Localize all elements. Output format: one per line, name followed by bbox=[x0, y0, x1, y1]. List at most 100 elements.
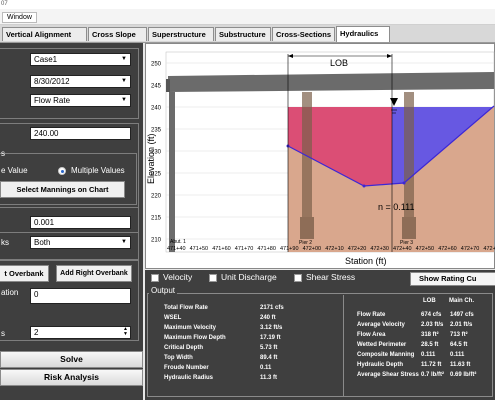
avg-velocity-label: Average Velocity bbox=[357, 322, 405, 328]
slope-group bbox=[0, 207, 139, 261]
x-tick-label: 472+60 bbox=[438, 246, 457, 252]
pier-2 bbox=[302, 92, 312, 217]
lob-arrowhead-right bbox=[387, 54, 392, 58]
output-divider bbox=[343, 295, 344, 397]
show-rating-curve-button[interactable]: Show Rating Cu bbox=[410, 272, 495, 286]
output-frame bbox=[147, 293, 493, 397]
composite-manning-label: Composite Manning bbox=[357, 352, 415, 358]
deck-left-end bbox=[166, 79, 170, 92]
abutment-post bbox=[169, 92, 175, 252]
stepper-arrows-icon[interactable]: ▲ ▼ bbox=[123, 326, 128, 337]
x-tick-label: 472+40 bbox=[393, 246, 412, 252]
pier2-label: Pier 2 bbox=[299, 240, 312, 246]
slope-input[interactable]: 0.001 bbox=[30, 216, 131, 229]
left-panel: Case1 ▼ 8/30/2012 ▼ Flow Rate ▼ 240.00 s e … bbox=[0, 43, 143, 400]
multiple-values-radio[interactable] bbox=[58, 167, 66, 175]
y-tick-label: 210 bbox=[151, 238, 162, 244]
flow-rate-label: Flow Rate bbox=[357, 312, 386, 318]
y-tick-label: 235 bbox=[151, 128, 162, 134]
tab-hydraulics[interactable]: Hydraulics bbox=[336, 26, 390, 42]
flow-area-label: Flow Area bbox=[357, 332, 386, 338]
wsel-label: WSEL bbox=[164, 315, 182, 321]
max-velocity-label: Maximum Velocity bbox=[164, 325, 217, 331]
hydraulic-radius-value: 11.3 ft bbox=[260, 375, 278, 381]
composite-manning-main: 0.111 bbox=[450, 352, 465, 358]
total-flow-label: Total Flow Rate bbox=[164, 305, 208, 311]
overbank-group bbox=[0, 259, 139, 341]
pier3-label: Pier 3 bbox=[400, 240, 413, 246]
hydraulic-chart[interactable]: LOB n = 0.111 Abut. 1 Pier 2 Pier 3 Elev… bbox=[145, 43, 495, 269]
banks-label: ks bbox=[1, 238, 9, 247]
avg-shear-lob: 0.7 lb/ft² bbox=[421, 372, 445, 378]
tab-bar: Vertical Alignment Cross Slope Superstru… bbox=[0, 25, 495, 43]
menu-window[interactable]: Window bbox=[2, 12, 37, 23]
count-label: s bbox=[1, 329, 5, 338]
wsel-value: 240 ft bbox=[260, 315, 276, 321]
banks-select-value: Both bbox=[34, 238, 51, 247]
x-tick-label: 472+70 bbox=[461, 246, 480, 252]
count-stepper[interactable]: 2 ▲ ▼ bbox=[30, 326, 131, 339]
x-tick-label: 472+50 bbox=[416, 246, 435, 252]
case-select[interactable]: Case1 ▼ bbox=[30, 53, 131, 66]
abutment-label: Abut. 1 bbox=[170, 239, 186, 245]
x-tick-label: 472+00 bbox=[303, 246, 322, 252]
flow-area-main: 713 ft² bbox=[450, 332, 468, 338]
x-tick-label: 472+10 bbox=[325, 246, 344, 252]
velocity-label[interactable]: Velocity bbox=[163, 272, 193, 282]
max-depth-value: 17.19 ft bbox=[260, 335, 281, 341]
add-left-overbank-button[interactable]: t Overbank bbox=[0, 265, 49, 282]
tab-vertical-alignment[interactable]: Vertical Alignment bbox=[2, 27, 87, 41]
multiple-values-label[interactable]: Multiple Values bbox=[71, 166, 125, 175]
lob-arrowhead-left bbox=[288, 54, 293, 58]
tab-superstructure[interactable]: Superstructure bbox=[148, 27, 214, 41]
case-select-value: Case1 bbox=[34, 55, 58, 64]
top-width-value: 89.4 ft bbox=[260, 355, 278, 361]
y-tick-label: 245 bbox=[151, 84, 162, 90]
unit-discharge-label[interactable]: Unit Discharge bbox=[221, 272, 277, 282]
banks-select[interactable]: Both ▼ bbox=[30, 236, 131, 249]
single-value-label[interactable]: e Value bbox=[1, 166, 28, 175]
type-select[interactable]: Flow Rate ▼ bbox=[30, 94, 131, 107]
x-tick-label: 471+60 bbox=[212, 246, 231, 252]
main-channel-header: Main Ch. bbox=[449, 298, 474, 304]
elevation-input[interactable]: 0 bbox=[30, 288, 131, 304]
flow-rate-lob: 674 cfs bbox=[421, 312, 442, 318]
risk-analysis-button[interactable]: Risk Analysis bbox=[0, 369, 143, 386]
flow-input[interactable]: 240.00 bbox=[30, 127, 131, 140]
hydraulic-radius-label: Hydraulic Radius bbox=[164, 375, 214, 381]
flow-rate-main: 1497 cfs bbox=[450, 312, 474, 318]
x-tick-label: 471+80 bbox=[257, 246, 276, 252]
avg-shear-main: 0.69 lb/ft² bbox=[450, 372, 477, 378]
shear-stress-label[interactable]: Shear Stress bbox=[306, 272, 356, 282]
lob-flow-area bbox=[288, 107, 392, 186]
bridge-deck bbox=[168, 72, 494, 92]
profile-point-3 bbox=[402, 181, 406, 185]
add-right-overbank-button[interactable]: Add Right Overbank bbox=[56, 265, 132, 282]
unit-discharge-checkbox[interactable] bbox=[209, 274, 217, 282]
chevron-down-icon: ▼ bbox=[121, 78, 127, 84]
mannings-n-label: n = 0.111 bbox=[378, 202, 414, 212]
pier-2-footing bbox=[300, 217, 314, 239]
hydraulic-depth-lob: 11.72 ft bbox=[421, 362, 442, 368]
critical-depth-label: Critical Depth bbox=[164, 345, 204, 351]
mannings-label: s bbox=[1, 149, 5, 158]
wetted-perimeter-label: Wetted Perimeter bbox=[357, 342, 407, 348]
wetted-perimeter-main: 64.5 ft bbox=[450, 342, 468, 348]
date-select[interactable]: 8/30/2012 ▼ bbox=[30, 75, 131, 88]
pier-3 bbox=[404, 92, 414, 217]
y-tick-label: 220 bbox=[151, 194, 162, 200]
x-tick-label: 471+40 bbox=[167, 246, 186, 252]
avg-shear-label: Average Shear Stress bbox=[357, 372, 419, 378]
tab-cross-sections[interactable]: Cross-Sections bbox=[272, 27, 335, 41]
select-mannings-button[interactable]: Select Mannings on Chart bbox=[0, 181, 125, 198]
solve-button[interactable]: Solve bbox=[0, 351, 143, 368]
critical-depth-value: 5.73 ft bbox=[260, 345, 278, 351]
x-tick-label: 472+8 bbox=[483, 246, 495, 252]
velocity-checkbox[interactable] bbox=[151, 274, 159, 282]
tab-cross-slope[interactable]: Cross Slope bbox=[88, 27, 147, 41]
wsel-marker-icon bbox=[390, 98, 398, 106]
shear-stress-checkbox[interactable] bbox=[294, 274, 302, 282]
window-title: 07 bbox=[0, 0, 495, 9]
tab-substructure[interactable]: Substructure bbox=[215, 27, 271, 41]
chevron-down-icon: ▼ bbox=[121, 97, 127, 103]
